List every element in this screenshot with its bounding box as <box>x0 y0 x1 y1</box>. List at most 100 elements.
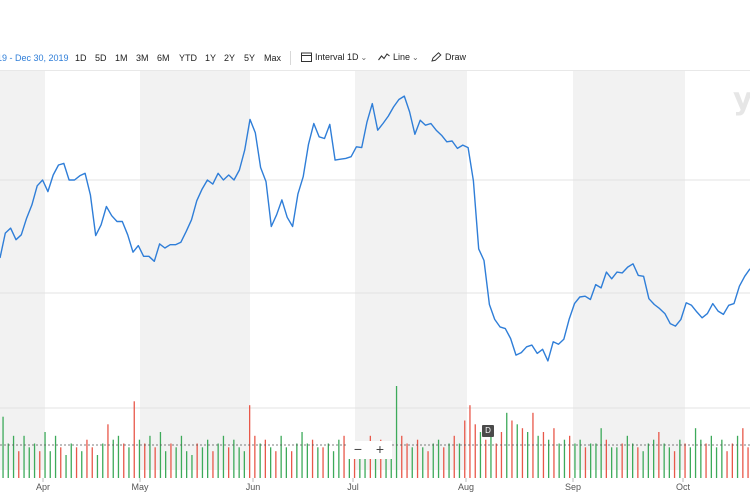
volume-bar <box>44 432 46 478</box>
zoom-in-button[interactable]: + <box>375 441 385 457</box>
chart-area[interactable]: Apr May Jun Jul Aug Sep Oct <box>0 70 750 500</box>
volume-bar <box>653 439 655 478</box>
chart-type-dropdown[interactable]: Line ⌄ <box>378 52 419 62</box>
volume-bar <box>7 443 9 478</box>
range-button-1y[interactable]: 1Y <box>205 53 217 63</box>
volume-bar <box>395 386 398 478</box>
volume-bar <box>212 451 214 478</box>
price-line <box>0 95 750 362</box>
volume-bar <box>569 435 571 478</box>
volume-bar <box>595 443 597 478</box>
volume-bar <box>191 455 193 478</box>
zoom-out-button[interactable]: − <box>353 441 363 457</box>
volume-bar <box>506 412 508 478</box>
volume-bar <box>228 447 230 478</box>
volume-bar <box>133 401 135 478</box>
volume-bar <box>222 435 225 478</box>
volume-bar <box>668 447 670 478</box>
volume-bar <box>217 443 219 478</box>
volume-bar <box>12 435 15 478</box>
volume-bar <box>642 451 644 478</box>
volume-bar <box>390 451 392 478</box>
volume-bar <box>448 443 450 478</box>
volume-bar <box>23 435 25 478</box>
chart-toolbar: 19 - Dec 30, 2019 1D 5D 1M 3M 6M YTD 1Y 2Y 5Y Max… <box>0 0 750 70</box>
range-button-1m[interactable]: 1M <box>115 53 128 63</box>
volume-bar <box>694 428 697 478</box>
volume-bar <box>422 447 424 478</box>
volume-bar <box>306 443 308 478</box>
volume-bar <box>464 420 466 478</box>
range-button-max[interactable]: Max <box>264 53 282 63</box>
volume-bar <box>249 405 251 478</box>
volume-bar <box>280 435 282 478</box>
volume-bar <box>590 443 592 478</box>
volume-bar <box>264 439 266 478</box>
range-button-1d[interactable]: 1D <box>75 53 87 63</box>
month-label: Jul <box>347 482 359 492</box>
range-button-2y[interactable]: 2Y <box>224 53 236 63</box>
volume-bar <box>112 439 114 478</box>
volume-bar <box>254 435 256 478</box>
dividend-badge[interactable]: D <box>482 425 494 437</box>
range-button-5d[interactable]: 5D <box>95 53 107 63</box>
volume-bar <box>553 428 555 478</box>
volume-bar <box>715 447 718 478</box>
volume-bar <box>201 447 204 478</box>
volume-bar <box>684 443 686 478</box>
chevron-down-icon: ⌄ <box>412 53 419 62</box>
volume-bar <box>102 443 104 478</box>
toolbar-divider <box>290 51 291 65</box>
month-label: Jun <box>246 482 261 492</box>
volume-bar <box>485 439 487 478</box>
month-label: Apr <box>36 482 50 492</box>
draw-label: Draw <box>445 52 467 62</box>
volume-bar <box>537 435 539 478</box>
volume-bar <box>180 435 183 478</box>
volume-bar <box>647 443 649 478</box>
month-label: Aug <box>458 482 474 492</box>
volume-bar <box>18 451 20 478</box>
range-button-ytd[interactable]: YTD <box>179 53 197 63</box>
volume-bar <box>233 439 235 478</box>
volume-bar <box>721 439 723 478</box>
chart-type-label: Line <box>393 52 411 62</box>
volume-bar <box>54 435 57 478</box>
interval-value: 1D <box>347 52 359 62</box>
volume-bar <box>128 447 130 478</box>
volume-bar <box>605 439 607 478</box>
volume-bar <box>65 455 67 478</box>
volume-bar <box>107 424 109 478</box>
interval-dropdown[interactable]: Interval 1D ⌄ <box>301 52 367 62</box>
volume-bar <box>270 447 272 478</box>
volume-bar <box>700 439 702 478</box>
draw-button[interactable]: Draw <box>431 52 466 62</box>
volume-bar <box>600 428 602 478</box>
volume-bar <box>364 443 366 478</box>
volume-bar <box>705 443 707 478</box>
range-button-3m[interactable]: 3M <box>136 53 149 63</box>
price-chart: Apr May Jun Jul Aug Sep Oct <box>0 70 750 492</box>
volume-bar <box>411 447 413 478</box>
volume-bar <box>516 424 518 478</box>
pencil-icon <box>431 52 442 62</box>
month-band <box>355 70 467 470</box>
volume-bar <box>275 451 277 478</box>
volume-bar <box>500 432 503 478</box>
volume-bar <box>443 447 445 478</box>
range-button-6m[interactable]: 6M <box>157 53 170 63</box>
volume-bar <box>458 443 461 478</box>
volume-bar <box>474 424 476 478</box>
volume-bar <box>348 447 350 478</box>
volume-bar <box>291 451 293 478</box>
date-range-selector[interactable]: 19 - Dec 30, 2019 <box>0 53 69 63</box>
volume-bar <box>479 432 482 478</box>
volume-bar <box>81 451 83 478</box>
volume-bar <box>96 455 99 478</box>
volume-bar <box>401 435 403 478</box>
volume-bar <box>296 443 298 478</box>
range-button-5y[interactable]: 5Y <box>244 53 256 63</box>
volume-bar <box>322 447 324 478</box>
volume-bar <box>427 451 429 478</box>
month-band <box>0 70 45 470</box>
